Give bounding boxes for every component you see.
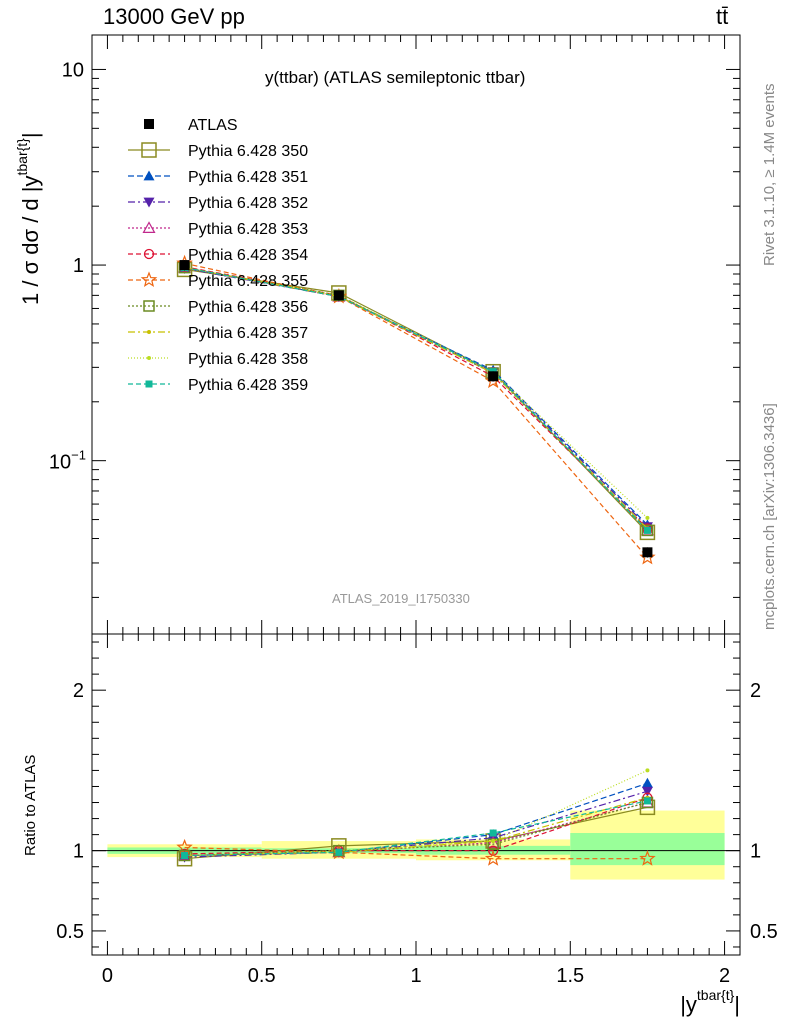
- ratio-y-tick-label: 2: [73, 680, 84, 702]
- ratio-plot-frame: [91, 633, 741, 956]
- legend-label: Pythia 6.428 352: [188, 195, 308, 212]
- ratio-y-tick-label-right: 2: [750, 680, 761, 702]
- series-line-9: [184, 267, 648, 531]
- x-axis-label: |ytbar{t}|: [680, 987, 740, 1017]
- legend-marker: [143, 300, 155, 312]
- legend-marker: [144, 119, 154, 129]
- legend-label: ATLAS: [188, 117, 238, 134]
- ratio-marker-8: [491, 839, 496, 844]
- ratio-marker-9: [489, 829, 497, 837]
- ratio-y-tick-label: 1: [73, 841, 84, 863]
- x-tick-label: 1: [410, 965, 421, 987]
- legend-marker: [141, 142, 157, 158]
- legend-label: Pythia 6.428 353: [188, 221, 308, 238]
- ratio-marker-4: [487, 845, 499, 856]
- y-tick-label: 10: [62, 59, 84, 81]
- main-y-axis-label: 1 / σ dσ / d |ytbar{t}|: [14, 132, 43, 305]
- legend-marker: [147, 330, 151, 334]
- ratio-line-9: [184, 800, 648, 857]
- legend-marker: [142, 221, 156, 233]
- legend-label: Pythia 6.428 351: [188, 169, 308, 186]
- series-line-5: [184, 262, 648, 558]
- legend-label: Pythia 6.428 354: [188, 247, 308, 264]
- ratio-line-5: [184, 846, 648, 860]
- data-point: [642, 547, 653, 558]
- series-line-8: [184, 267, 648, 519]
- legend-marker: [143, 248, 155, 260]
- ratio-line-0: [184, 806, 648, 860]
- source-label: mcplots.cern.ch [arXiv:1306.3436]: [761, 403, 778, 630]
- x-tick-label: 2: [719, 965, 730, 987]
- ratio-marker-3: [486, 835, 500, 848]
- process-label: tt̄: [716, 4, 729, 29]
- series-marker-8: [645, 515, 650, 520]
- plot-title: y(ttbar) (ATLAS semileptonic ttbar): [265, 68, 526, 87]
- x-tick-label: 0.5: [248, 965, 276, 987]
- legend-label: Pythia 6.428 359: [188, 377, 308, 394]
- ratio-marker-5: [639, 850, 656, 866]
- ratio-marker-2: [641, 786, 653, 797]
- ratio-marker-5: [484, 850, 502, 866]
- y-tick-label: 1: [73, 255, 84, 277]
- ratio-marker-8: [645, 768, 650, 773]
- energy-label: 13000 GeV pp: [103, 4, 245, 29]
- y-tick-label: 10−1: [49, 448, 86, 474]
- ratio-marker-1: [641, 777, 653, 788]
- legend-marker: [143, 197, 155, 208]
- legend-label: Pythia 6.428 355: [188, 273, 308, 290]
- ratio-line-7: [184, 797, 648, 857]
- legend-label: Pythia 6.428 357: [188, 325, 308, 342]
- ratio-line-8: [184, 769, 648, 857]
- data-point: [179, 260, 190, 271]
- series-marker-9: [643, 526, 651, 534]
- series-line-4: [184, 266, 648, 529]
- ratio-marker-9: [335, 848, 343, 856]
- ratio-line-6: [184, 801, 648, 857]
- ratio-axis-label: Ratio to ATLAS: [22, 754, 39, 856]
- watermark: ATLAS_2019_I1750330: [332, 591, 470, 606]
- x-tick-label: 0: [102, 965, 113, 987]
- ratio-line-2: [184, 790, 648, 858]
- ratio-y-tick-label-right: 1: [750, 841, 761, 863]
- legend-marker: [147, 356, 151, 360]
- ratio-y-tick-label-right: 0.5: [750, 921, 778, 943]
- data-point: [333, 290, 344, 301]
- ratio-marker-9: [181, 851, 189, 859]
- series-line-1: [184, 267, 648, 526]
- legend-marker: [145, 380, 153, 388]
- series-marker-6: [641, 524, 654, 537]
- legend-marker: [143, 170, 155, 181]
- legend-marker: [140, 271, 158, 288]
- rivet-label: Rivet 3.1.10, ≥ 1.4M events: [761, 83, 778, 267]
- x-tick-label: 1.5: [556, 965, 584, 987]
- legend-label: Pythia 6.428 356: [188, 299, 308, 316]
- data-point: [488, 371, 499, 382]
- ratio-marker-9: [643, 797, 651, 805]
- stat-uncertainty-band: [570, 833, 725, 866]
- legend-label: Pythia 6.428 350: [188, 143, 308, 160]
- legend-label: Pythia 6.428 358: [188, 351, 308, 368]
- ratio-y-tick-label: 0.5: [56, 921, 84, 943]
